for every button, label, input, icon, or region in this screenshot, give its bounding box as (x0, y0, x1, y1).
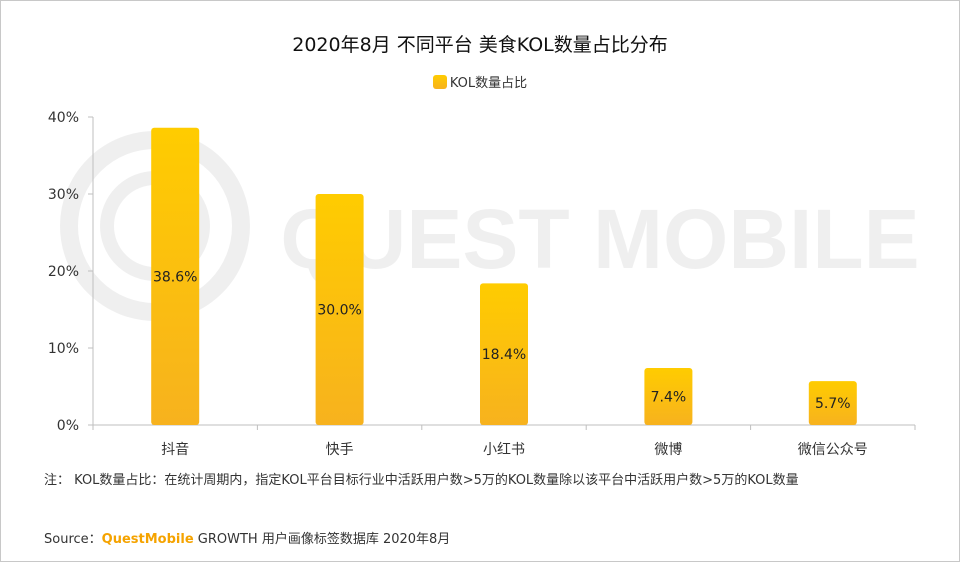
legend-label: KOL数量占比 (449, 76, 528, 91)
y-tick-label: 10% (48, 341, 79, 357)
y-tick-label: 30% (48, 187, 79, 203)
bar (151, 127, 200, 425)
bar (644, 368, 693, 425)
bar-data-label: 7.4% (651, 390, 687, 406)
footnote: 注： KOL数量占比：在统计周期内，指定KOL平台目标行业中活跃用户数>5万的K… (44, 473, 799, 488)
bar (480, 283, 528, 425)
bar-data-label: 5.7% (815, 396, 851, 412)
source-line: Source：QuestMobile GROWTH 用户画像标签数据库 2020… (44, 528, 450, 547)
x-tick-label: 微信公众号 (798, 442, 868, 458)
bar-data-label: 38.6% (153, 269, 197, 285)
y-tick-label: 20% (48, 264, 79, 280)
x-tick-label: 快手 (326, 442, 354, 458)
y-tick-label: 40% (48, 110, 79, 126)
x-tick-label: 抖音 (161, 441, 189, 458)
bar-data-label: 30.0% (317, 303, 361, 319)
bar (315, 194, 364, 425)
source-brand: QuestMobile (101, 532, 194, 547)
legend: KOL数量占比 (0, 72, 960, 91)
bar (808, 381, 857, 425)
source-rest: GROWTH 用户画像标签数据库 2020年8月 (193, 532, 451, 547)
source-prefix: Source： (44, 532, 102, 547)
x-tick-label: 小红书 (483, 442, 525, 458)
legend-swatch (432, 74, 447, 89)
chart-title: 2020年8月 不同平台 美食KOL数量占比分布 (292, 34, 668, 56)
watermark-text: QUEST MOBILE (280, 192, 919, 286)
watermark: QUEST MOBILE (60, 131, 920, 321)
x-tick-label: 微博 (654, 441, 682, 458)
bar-data-label: 18.4% (482, 347, 526, 363)
y-tick-label: 0% (57, 418, 79, 434)
bar-chart: QUEST MOBILE 0% 10% 20% 30% 40% 抖音 快手 小红书 微博 微信公众… (48, 110, 920, 458)
